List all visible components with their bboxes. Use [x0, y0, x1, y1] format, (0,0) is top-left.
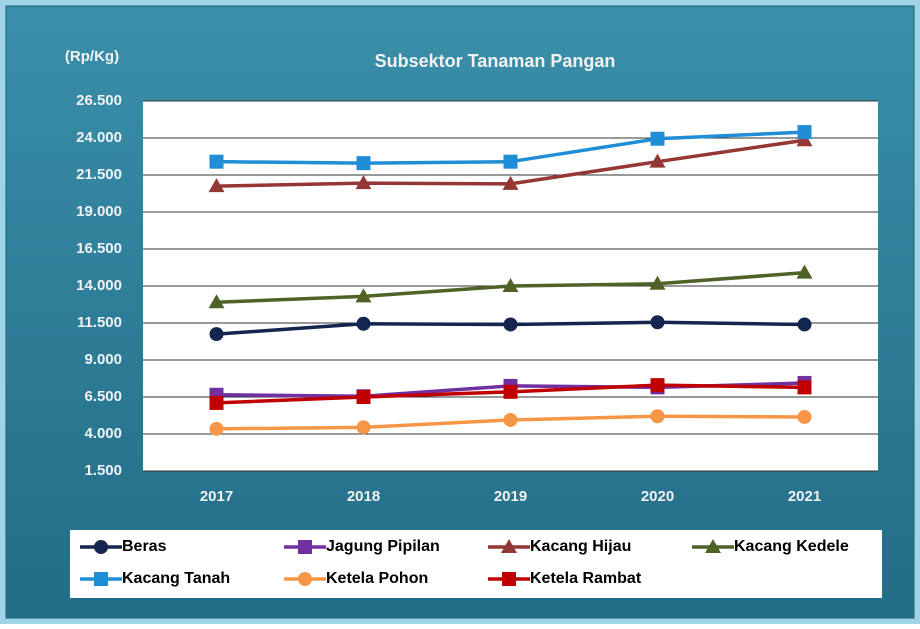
legend-label: Kacang Kedele [734, 538, 849, 555]
legend-marker [298, 540, 312, 554]
legend-marker [298, 572, 312, 586]
data-point [208, 294, 225, 309]
data-point [209, 395, 224, 410]
data-point [209, 421, 224, 436]
data-point [503, 412, 518, 427]
data-point [502, 278, 519, 292]
data-point [797, 317, 812, 332]
y-tick-label: 21.500 [76, 166, 122, 183]
x-tick-label: 2019 [494, 488, 527, 505]
legend-marker [502, 572, 516, 586]
x-tick-label: 2018 [347, 488, 380, 505]
data-point [209, 327, 224, 342]
data-point [355, 175, 372, 190]
data-point [649, 153, 666, 168]
y-tick-label: 9.000 [84, 351, 122, 368]
data-point [502, 175, 519, 190]
data-point [650, 378, 665, 393]
data-point [356, 420, 371, 435]
x-tick-label: 2020 [641, 488, 674, 505]
data-point [797, 409, 812, 424]
data-point [355, 288, 372, 303]
legend-marker [501, 539, 517, 553]
data-point [797, 380, 812, 395]
legend-marker [94, 540, 108, 554]
legend-box [70, 530, 882, 598]
legend-label: Beras [122, 538, 167, 555]
legend-marker [705, 539, 721, 553]
x-tick-label: 2017 [200, 488, 233, 505]
y-tick-label: 14.000 [76, 277, 122, 294]
y-tick-label: 1.500 [84, 462, 122, 479]
data-point [650, 409, 665, 424]
y-tick-label: 19.000 [76, 203, 122, 220]
y-tick-label: 16.500 [76, 240, 122, 257]
legend-label: Ketela Pohon [326, 570, 428, 587]
data-point [209, 154, 224, 169]
data-point [796, 132, 813, 147]
chart-title: Subsektor Tanaman Pangan [375, 51, 616, 71]
data-point [208, 178, 225, 193]
data-point [650, 315, 665, 330]
data-point [356, 316, 371, 331]
y-tick-label: 26.500 [76, 92, 122, 109]
y-tick-label: 24.000 [76, 129, 122, 146]
y-tick-label: 4.000 [84, 425, 122, 442]
data-point [503, 384, 518, 399]
legend-label: Kacang Hijau [530, 538, 631, 555]
data-point [503, 154, 518, 169]
data-point [796, 264, 813, 279]
data-point [503, 317, 518, 332]
legend-label: Kacang Tanah [122, 570, 230, 587]
legend-label: Jagung Pipilan [326, 538, 440, 555]
data-point [649, 275, 666, 290]
data-point [356, 156, 371, 171]
y-tick-label: 11.500 [77, 314, 122, 331]
x-tick-label: 2021 [788, 488, 821, 505]
data-point [356, 390, 371, 404]
legend-marker [94, 572, 108, 586]
data-point [797, 125, 812, 140]
y-axis-label: (Rp/Kg) [65, 48, 119, 65]
y-tick-label: 6.500 [84, 388, 122, 405]
data-point [650, 131, 665, 146]
legend-label: Ketela Rambat [530, 570, 642, 587]
